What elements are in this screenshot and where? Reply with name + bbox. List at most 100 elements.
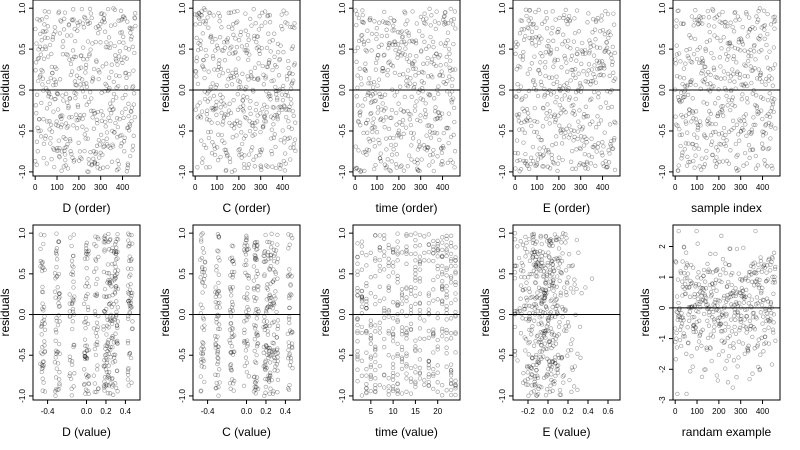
residual-point	[713, 277, 719, 282]
residual-point	[390, 365, 396, 371]
residual-point	[211, 13, 216, 18]
residual-point	[746, 29, 751, 34]
residual-point	[126, 125, 131, 130]
residual-point	[439, 146, 444, 151]
residual-point	[92, 292, 98, 298]
residual-point	[771, 291, 776, 296]
residual-point	[723, 271, 728, 276]
residual-point	[534, 304, 539, 309]
residual-point	[702, 162, 708, 167]
residual-point	[520, 127, 525, 132]
residual-point	[752, 270, 758, 275]
residual-point	[678, 99, 683, 105]
residual-point	[417, 376, 423, 381]
residual-point	[727, 41, 732, 47]
residual-point	[686, 55, 691, 61]
residual-point	[92, 160, 97, 166]
residual-point	[532, 306, 537, 311]
residual-point	[86, 169, 91, 175]
residual-point	[207, 117, 212, 123]
residual-point	[130, 290, 135, 296]
residual-point	[413, 301, 418, 307]
residual-point	[251, 89, 256, 94]
residual-point	[102, 385, 107, 390]
residual-point	[252, 348, 257, 354]
residual-point	[209, 35, 214, 40]
residual-point	[230, 308, 235, 313]
residual-point	[448, 387, 454, 393]
residual-point	[118, 8, 124, 13]
residual-point	[694, 228, 699, 234]
residual-point	[695, 47, 700, 53]
residual-point	[515, 310, 520, 315]
residual-point	[366, 148, 372, 153]
residual-point	[532, 105, 537, 111]
residual-point	[745, 326, 750, 332]
residual-point	[133, 11, 138, 16]
residual-point	[199, 388, 204, 393]
residual-point	[260, 125, 266, 130]
residual-point	[267, 20, 273, 25]
residual-point	[373, 382, 378, 388]
residual-point	[355, 316, 360, 321]
residual-point	[554, 333, 560, 339]
residual-point	[219, 25, 224, 30]
residual-point	[245, 165, 250, 171]
residual-point	[534, 295, 540, 300]
residual-point	[364, 367, 369, 372]
residual-point	[680, 114, 685, 120]
residual-point	[551, 161, 557, 166]
residual-point	[727, 262, 732, 268]
residual-point	[595, 114, 600, 119]
residual-point	[678, 143, 683, 149]
residual-point	[52, 64, 58, 70]
residual-point	[554, 256, 559, 261]
residual-point	[269, 240, 275, 246]
residual-point	[695, 127, 700, 133]
residual-point	[108, 317, 114, 323]
residual-point	[521, 27, 527, 32]
residual-point	[425, 145, 431, 151]
residual-point	[125, 377, 131, 382]
residual-point	[699, 343, 704, 349]
residual-point	[95, 363, 100, 368]
residual-point	[729, 282, 734, 288]
residual-point	[714, 373, 720, 378]
residual-point	[277, 162, 282, 167]
residual-point	[373, 301, 378, 307]
residual-point	[238, 120, 243, 125]
residual-point	[545, 90, 550, 95]
residual-point	[215, 67, 220, 73]
residual-point	[390, 260, 396, 265]
residual-point	[246, 162, 252, 167]
residual-point	[274, 335, 279, 340]
residual-point	[128, 153, 133, 159]
residual-point	[83, 319, 88, 325]
residual-point	[527, 303, 532, 309]
residual-point	[386, 309, 391, 314]
residual-point	[40, 47, 45, 52]
residual-point	[263, 384, 268, 390]
residual-point	[533, 302, 538, 307]
residual-point	[432, 96, 437, 101]
residual-point	[209, 120, 214, 125]
residual-point	[411, 84, 417, 90]
residual-point	[404, 56, 410, 62]
residual-point	[249, 23, 254, 28]
residual-point	[441, 130, 446, 136]
residual-point	[395, 372, 400, 377]
residual-point	[257, 48, 262, 53]
residual-point	[121, 40, 126, 45]
residual-point	[260, 106, 265, 112]
plot-frame	[672, 224, 781, 401]
residual-point	[361, 150, 366, 155]
residual-point	[91, 108, 96, 114]
residual-point	[221, 40, 227, 45]
residual-point	[439, 150, 445, 156]
residual-point	[404, 389, 409, 394]
residual-point	[535, 375, 541, 381]
residual-point	[699, 71, 704, 76]
residual-point	[267, 379, 272, 384]
residual-point	[230, 259, 235, 264]
residual-point	[379, 107, 384, 112]
